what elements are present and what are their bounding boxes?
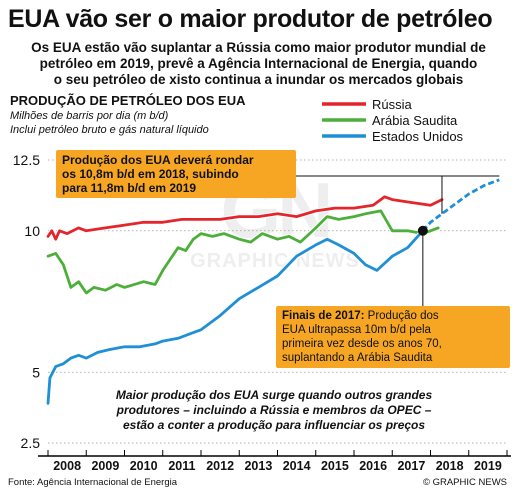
- x-tick-label: 2009: [91, 459, 119, 473]
- x-tick-label: 2016: [359, 459, 387, 473]
- end-2017-callout-line: EUA ultrapassa 10m b/d pela: [282, 324, 431, 336]
- bottom-note-line: produtores – incluindo a Rússia e membro…: [116, 403, 432, 417]
- bottom-note-line: Maior produção dos EUA surge quando outr…: [115, 388, 433, 402]
- subhead: Os EUA estão vão suplantar a Rússia como…: [10, 40, 507, 88]
- x-tick-label: 2018: [436, 459, 464, 473]
- y-tick-label: 5: [32, 364, 40, 380]
- end-2017-marker: [417, 225, 428, 236]
- chart-unit-label: Milhões de barris por dia (m b/d): [10, 110, 169, 122]
- y-tick-label: 2.5: [21, 435, 41, 451]
- y-tick-label: 10: [24, 223, 40, 239]
- x-tick-label: 2008: [53, 459, 81, 473]
- y-tick-label: 12.5: [13, 152, 40, 168]
- bottom-note: Maior produção dos EUA surge quando outr…: [74, 388, 474, 433]
- usa-series-line: [46, 229, 425, 405]
- chart-scope-note: Inclui petróleo bruto e gás natural líqu…: [10, 124, 209, 136]
- x-tick-label: 2017: [397, 459, 425, 473]
- headline: EUA vão ser o maior produtor de petróleo: [8, 5, 493, 33]
- forecast-callout-line: os 10,8m b/d em 2018, subindo: [62, 167, 239, 181]
- legend-label: Arábia Saudita: [372, 113, 458, 128]
- end-2017-callout-lead: Finais de 2017:: [282, 310, 365, 322]
- forecast-callout-line: para 11,8m b/d em 2019: [62, 181, 197, 195]
- subhead-line: o seu petróleo de xisto continua a inund…: [53, 72, 464, 87]
- subhead-line: Os EUA estão vão suplantar a Rússia como…: [31, 40, 486, 55]
- source-credit: Fonte: Agência Internacional de Energia: [8, 477, 178, 488]
- copyright-credit: © GRAPHIC NEWS: [422, 477, 507, 488]
- usa-forecast-line: [421, 178, 500, 232]
- forecast-callout: Produção dos EUA deverá rondar os 10,8m …: [56, 150, 296, 198]
- end-2017-callout-line: primeira vez desde os anos 70,: [282, 338, 442, 350]
- end-2017-callout-text: Produção dos: [364, 310, 439, 322]
- x-tick-label: 2014: [283, 459, 311, 473]
- forecast-callout-line: Produção dos EUA deverá rondar: [62, 153, 254, 167]
- saudi-line-halo: [45, 208, 441, 296]
- x-tick-label: 2015: [321, 459, 349, 473]
- x-tick-label: 2012: [206, 459, 234, 473]
- legend-label: Estados Unidos: [372, 129, 464, 144]
- subhead-line: petróleo em 2019, prevê a Agência Intern…: [39, 56, 478, 71]
- saudi-series-line: [46, 209, 440, 295]
- x-tick-label: 2013: [244, 459, 272, 473]
- x-tick-label: 2019: [474, 459, 502, 473]
- legend-label: Rússia: [372, 97, 413, 112]
- end-2017-callout: Finais de 2017: Produção dos EUA ultrapa…: [276, 306, 510, 368]
- bottom-note-line: estão a conter a produção para influenci…: [122, 418, 426, 432]
- chart-title: PRODUÇÃO DE PETRÓLEO DOS EUA: [10, 93, 246, 108]
- end-2017-callout-line: suplantando a Arábia Saudita: [282, 352, 433, 364]
- russia-series-line: [46, 195, 444, 241]
- x-tick-label: 2010: [130, 459, 158, 473]
- x-tick-label: 2011: [168, 459, 195, 473]
